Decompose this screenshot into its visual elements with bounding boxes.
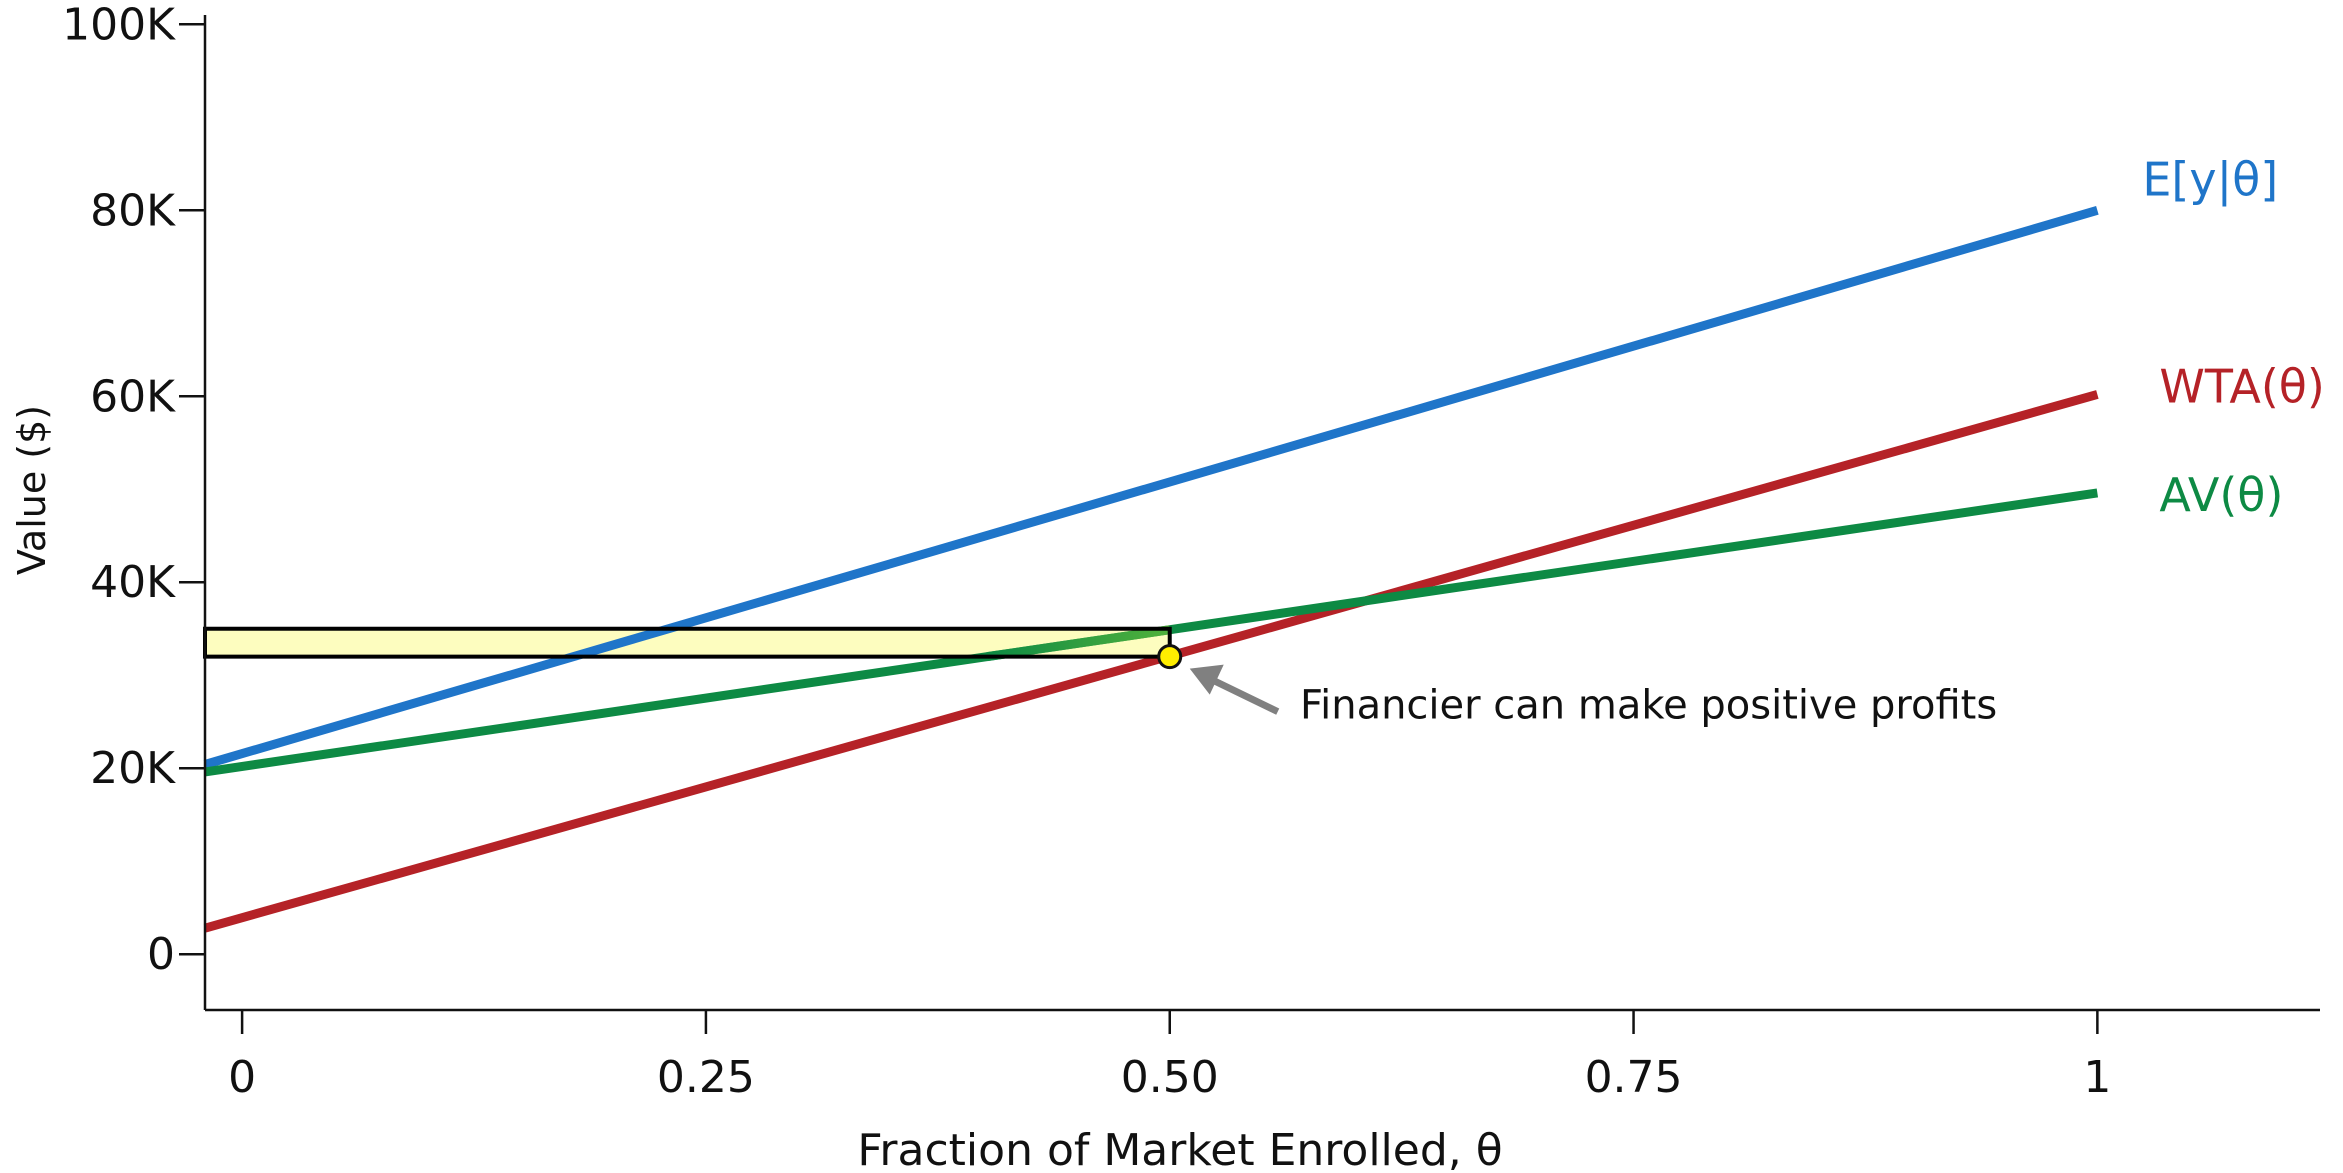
annotation-arrow-shaft xyxy=(1210,676,1280,715)
series-line-highlight xyxy=(986,625,1171,662)
annotation-text: Financier can make positive profits xyxy=(1300,683,1997,729)
y-tick-label: 20K xyxy=(90,743,176,794)
y-tick-label: 60K xyxy=(90,371,176,422)
plot-area: E[y|θ] WTA(θ) AV(θ) Financier can make posi… xyxy=(203,152,2325,933)
series-line xyxy=(203,390,2099,933)
y-tick-label: 40K xyxy=(90,557,176,608)
axes: 0 20K 40K 60K 80K 100K 0 0.25 0.50 0.75 1 xyxy=(62,0,2320,1103)
series-label: WTA(θ) xyxy=(2159,359,2325,413)
x-tick-label: 0.75 xyxy=(1585,1052,1683,1103)
annotation-arrow-head xyxy=(1189,664,1224,695)
x-tick-label: 0.50 xyxy=(1121,1052,1219,1103)
y-tick-label: 0 xyxy=(147,929,175,980)
x-tick-label: 0 xyxy=(228,1052,256,1103)
series-label: E[y|θ] xyxy=(2142,152,2278,207)
intersection-marker xyxy=(1157,644,1183,670)
x-axis-title: Fraction of Market Enrolled, θ xyxy=(857,1125,1502,1173)
y-tick-label: 100K xyxy=(62,0,176,50)
y-tick-label: 80K xyxy=(90,185,176,236)
y-axis-title: Value ($) xyxy=(10,405,54,575)
series-label: AV(θ) xyxy=(2159,468,2283,522)
x-tick-label: 1 xyxy=(2083,1052,2111,1103)
series-line xyxy=(203,205,2099,769)
x-tick-label: 0.25 xyxy=(657,1052,755,1103)
